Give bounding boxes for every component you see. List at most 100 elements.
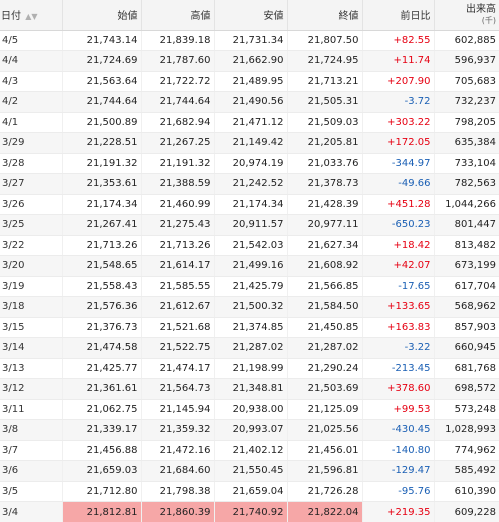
date-cell: 3/7	[0, 440, 62, 461]
close-cell: 21,290.24	[287, 358, 362, 379]
open-cell: 21,339.17	[62, 420, 141, 441]
high-column-header: 高値	[141, 0, 214, 30]
high-cell: 21,472.16	[141, 440, 214, 461]
change-cell: -17.65	[362, 276, 434, 297]
low-cell: 20,993.07	[214, 420, 287, 441]
close-cell: 21,456.01	[287, 440, 362, 461]
open-cell: 21,376.73	[62, 317, 141, 338]
high-cell: 21,860.39	[141, 502, 214, 522]
date-cell: 3/25	[0, 215, 62, 236]
open-cell: 21,712.80	[62, 481, 141, 502]
low-cell: 21,740.92	[214, 502, 287, 522]
open-cell: 21,812.81	[62, 502, 141, 522]
date-cell: 3/29	[0, 133, 62, 154]
volume-cell: 1,044,266	[434, 194, 499, 215]
open-cell: 21,576.36	[62, 297, 141, 318]
change-cell: -140.80	[362, 440, 434, 461]
change-cell: -3.22	[362, 338, 434, 359]
close-cell: 21,287.02	[287, 338, 362, 359]
change-cell: +378.60	[362, 379, 434, 400]
close-cell: 21,033.76	[287, 153, 362, 174]
high-cell: 21,521.68	[141, 317, 214, 338]
date-cell: 3/15	[0, 317, 62, 338]
high-cell: 21,612.67	[141, 297, 214, 318]
low-cell: 21,662.90	[214, 51, 287, 72]
low-cell: 21,149.42	[214, 133, 287, 154]
high-cell: 21,787.60	[141, 51, 214, 72]
open-cell: 21,659.03	[62, 461, 141, 482]
close-cell: 21,509.03	[287, 112, 362, 133]
volume-cell: 617,704	[434, 276, 499, 297]
date-cell: 4/1	[0, 112, 62, 133]
date-cell: 4/5	[0, 30, 62, 51]
low-cell: 21,550.45	[214, 461, 287, 482]
date-column-header[interactable]: 日付 ▲▼	[0, 0, 62, 30]
close-cell: 21,584.50	[287, 297, 362, 318]
low-column-header: 安値	[214, 0, 287, 30]
open-cell: 21,563.64	[62, 71, 141, 92]
low-cell: 21,659.04	[214, 481, 287, 502]
open-cell: 21,558.43	[62, 276, 141, 297]
high-cell: 21,191.32	[141, 153, 214, 174]
date-cell: 3/18	[0, 297, 62, 318]
change-cell: -213.45	[362, 358, 434, 379]
volume-cell: 857,903	[434, 317, 499, 338]
change-cell: +451.28	[362, 194, 434, 215]
low-cell: 21,242.52	[214, 174, 287, 195]
low-cell: 21,542.03	[214, 235, 287, 256]
open-cell: 21,353.61	[62, 174, 141, 195]
low-cell: 21,490.56	[214, 92, 287, 113]
change-cell: +18.42	[362, 235, 434, 256]
close-cell: 20,977.11	[287, 215, 362, 236]
change-cell: +172.05	[362, 133, 434, 154]
date-cell: 3/4	[0, 502, 62, 522]
low-cell: 21,499.16	[214, 256, 287, 277]
date-cell: 3/13	[0, 358, 62, 379]
close-cell: 21,505.31	[287, 92, 362, 113]
open-cell: 21,174.34	[62, 194, 141, 215]
change-cell: -95.76	[362, 481, 434, 502]
close-cell: 21,205.81	[287, 133, 362, 154]
volume-cell: 813,482	[434, 235, 499, 256]
sort-toggle-icon[interactable]: ▲▼	[25, 12, 37, 21]
high-cell: 21,713.26	[141, 235, 214, 256]
high-cell: 21,522.75	[141, 338, 214, 359]
date-cell: 3/12	[0, 379, 62, 400]
date-header-label: 日付	[1, 11, 21, 22]
open-cell: 21,474.58	[62, 338, 141, 359]
change-cell: +82.55	[362, 30, 434, 51]
volume-cell: 585,492	[434, 461, 499, 482]
close-cell: 21,807.50	[287, 30, 362, 51]
low-cell: 20,938.00	[214, 399, 287, 420]
close-cell: 21,566.85	[287, 276, 362, 297]
change-cell: +99.53	[362, 399, 434, 420]
volume-cell: 610,390	[434, 481, 499, 502]
low-cell: 21,402.12	[214, 440, 287, 461]
low-cell: 21,287.02	[214, 338, 287, 359]
open-cell: 21,744.64	[62, 92, 141, 113]
high-cell: 21,614.17	[141, 256, 214, 277]
volume-cell: 609,228	[434, 502, 499, 522]
low-cell: 21,471.12	[214, 112, 287, 133]
open-cell: 21,500.89	[62, 112, 141, 133]
volume-header-label: 出来高	[466, 4, 496, 15]
change-cell: -3.72	[362, 92, 434, 113]
volume-cell: 801,447	[434, 215, 499, 236]
high-cell: 21,275.43	[141, 215, 214, 236]
change-cell: +11.74	[362, 51, 434, 72]
volume-cell: 635,384	[434, 133, 499, 154]
high-cell: 21,564.73	[141, 379, 214, 400]
